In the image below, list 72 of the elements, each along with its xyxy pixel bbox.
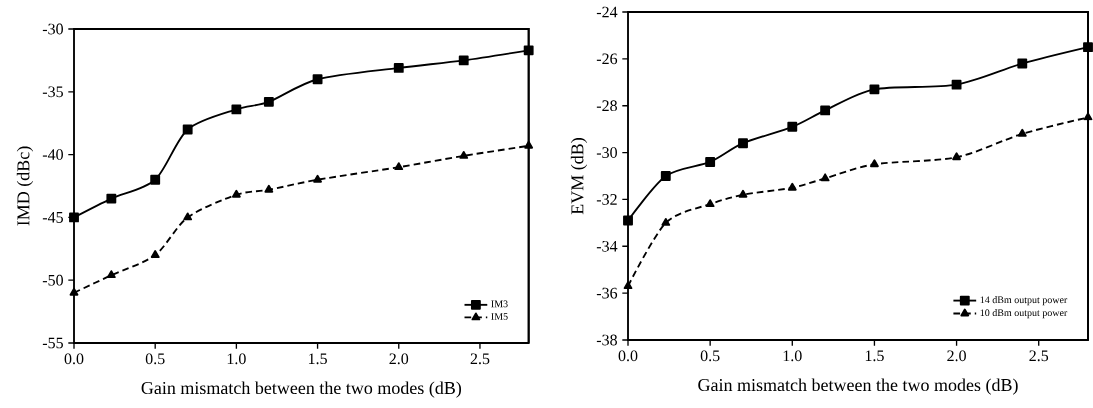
x-tick-label: 1.0 [783,350,802,362]
point [820,173,830,182]
y-tick-label: -36 [596,287,618,299]
x-tick-label: 0.0 [64,353,84,365]
point [738,189,748,198]
point [458,55,469,66]
point [623,215,633,226]
y-tick-label: -26 [596,53,618,65]
y-tick-label: -24 [596,6,618,18]
legend-label: 14 dBm output power [980,296,1068,306]
x-axis-title: Gain mismatch between the two modes (dB) [141,381,462,398]
point [952,152,961,161]
point [231,189,241,198]
y-tick-label: -38 [596,334,617,346]
x-tick-label: 2.5 [1029,350,1049,362]
y-axis-title: EVM (dB) [570,138,588,215]
y-axis-title: IMD (dBc) [16,146,34,226]
x-tick-label: 2.5 [470,353,490,365]
point [106,193,117,204]
point [705,199,715,208]
point [523,45,534,56]
y-tick-label: -30 [596,147,617,158]
point [312,74,323,85]
point [787,182,797,191]
y-tick-label: -55 [42,337,63,349]
point [394,162,404,171]
legend-label: 10 dBm output power [980,309,1068,319]
x-tick-label: 0.5 [145,353,165,365]
point [313,174,322,183]
x-tick-label: 0.5 [700,350,720,362]
point [1017,128,1027,137]
point [150,250,160,259]
point [183,212,193,221]
y-tick-label: -40 [42,149,63,160]
y-tick-label: -30 [42,23,63,35]
y-tick-label: -34 [596,240,618,252]
point [951,79,962,90]
point [231,104,242,115]
legend-label: IM5 [491,313,508,320]
y-tick-label: -32 [596,194,617,205]
point [705,157,716,167]
point [623,281,633,290]
legend-label: IM3 [491,300,508,308]
x-axis-title: Gain mismatch between the two modes (dB) [698,378,1018,395]
y-tick-label: -50 [42,274,63,286]
x-tick-label: 2.0 [947,350,966,362]
point [264,184,274,193]
point [69,287,79,296]
x-tick-label: 1.0 [227,353,246,365]
point [393,63,404,73]
point [869,84,880,95]
y-tick-label: -45 [42,212,63,223]
point [263,96,274,107]
x-tick-label: 2.0 [389,353,409,365]
point [150,174,161,185]
x-tick-label: 0.0 [618,350,638,362]
x-tick-label: 1.5 [308,353,327,365]
point [1017,58,1028,69]
point [660,171,671,181]
y-tick-label: -28 [596,100,617,112]
point [524,140,534,149]
point [106,270,116,279]
point [870,159,879,168]
point [738,138,748,149]
point [69,212,79,223]
y-tick-label: -35 [42,86,63,98]
point [661,217,671,226]
point [182,124,193,135]
point [459,150,469,159]
x-tick-label: 1.5 [865,350,884,362]
point [787,121,798,132]
point [820,105,831,116]
